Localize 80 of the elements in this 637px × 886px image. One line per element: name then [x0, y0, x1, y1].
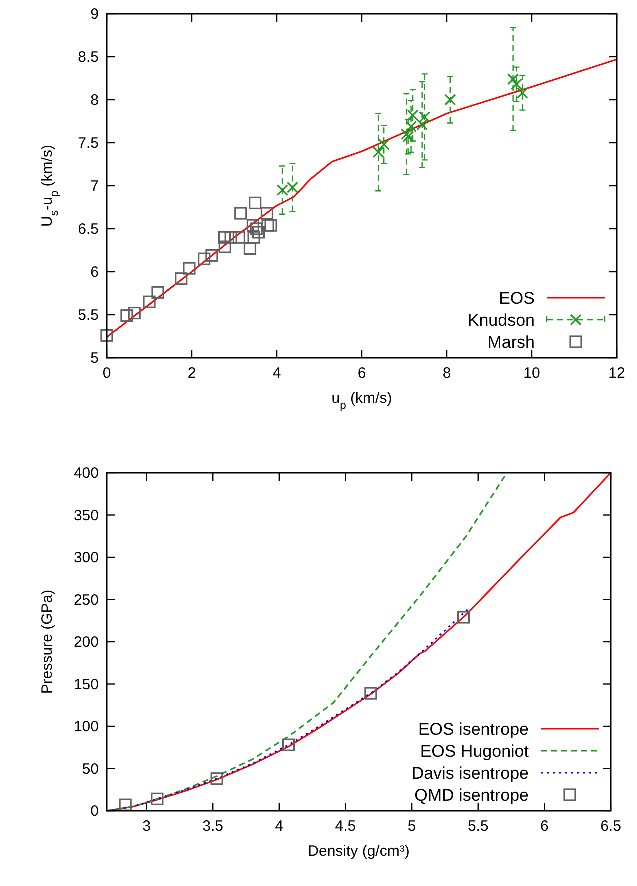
point	[249, 196, 262, 210]
point	[364, 687, 378, 700]
x-tick-label: 6	[358, 365, 366, 382]
x-tick-label: 5	[408, 818, 416, 835]
point	[218, 231, 232, 244]
x-tick-label: 5.5	[468, 818, 489, 835]
x-tick-label: 3.5	[202, 818, 224, 835]
y-tick-label: 8	[90, 92, 99, 109]
point	[378, 138, 390, 151]
y-tick-label: 250	[74, 592, 99, 609]
y-tick-label: 9	[90, 6, 99, 23]
point	[152, 286, 164, 299]
line-series	[106, 472, 612, 812]
point	[224, 231, 238, 244]
x-tick-label: 4	[272, 365, 282, 382]
point	[244, 242, 257, 256]
point	[128, 306, 141, 320]
point	[100, 329, 114, 342]
x-tick-label: 6	[540, 818, 549, 835]
point	[246, 219, 260, 232]
x-axis-title: u$_{p}$ (km/s)	[332, 390, 392, 412]
point	[218, 240, 232, 254]
point	[248, 231, 260, 244]
x-tick-label: 4.5	[335, 818, 356, 835]
y-tick-label: 100	[74, 718, 99, 736]
legend-label: Knudson	[468, 311, 535, 330]
point	[175, 272, 188, 286]
y-tick-label: 200	[74, 634, 99, 651]
point	[119, 798, 132, 812]
point	[400, 128, 412, 140]
point	[510, 78, 522, 90]
x-tick-label: 3	[142, 818, 151, 835]
point	[402, 131, 414, 143]
x-tick-label: 2	[188, 365, 196, 382]
point	[252, 226, 266, 239]
y-tick-label: 7.5	[78, 135, 99, 152]
point	[372, 146, 384, 158]
point	[183, 262, 196, 275]
y-tick-label: 8.5	[78, 49, 99, 66]
x-tick-label: 4	[275, 818, 284, 835]
point	[234, 207, 248, 220]
point	[250, 222, 263, 236]
x-tick-label: 6.5	[600, 818, 622, 835]
point	[143, 296, 156, 308]
x-tick-label: 0	[102, 365, 112, 382]
x-tick-label: 10	[524, 365, 540, 382]
y-tick-label: 7	[90, 178, 99, 195]
point	[210, 772, 224, 786]
y-tick-label: 150	[74, 676, 99, 694]
y-tick-label: 6	[90, 264, 99, 281]
point	[120, 310, 134, 322]
point	[206, 249, 218, 262]
point	[264, 219, 278, 232]
point	[151, 792, 164, 806]
point	[508, 74, 520, 86]
point	[232, 231, 246, 244]
y-tick-label: 50	[82, 760, 99, 778]
y-tick-label: 400	[74, 465, 99, 482]
y-axis-title: Pressure (GPa)	[39, 590, 56, 694]
legend-label: EOS	[499, 289, 535, 308]
x-tick-label: 8	[442, 365, 452, 382]
point	[198, 252, 211, 266]
y-tick-label: 300	[74, 550, 99, 566]
point	[457, 611, 470, 624]
point	[516, 87, 528, 99]
y-tick-label: 5	[90, 350, 99, 367]
point	[282, 738, 296, 752]
point	[260, 207, 274, 220]
x-tick-label: 12	[608, 365, 626, 382]
legend-label: Davis isentrope	[412, 764, 529, 783]
y-tick-label: 0	[90, 803, 99, 820]
legend-label: EOS Hugoniot	[420, 742, 530, 761]
legend-label: QMD isentrope	[414, 786, 529, 805]
y-tick-label: 350	[74, 507, 99, 524]
legend-label: Marsh	[488, 333, 535, 352]
x-axis-title: Density (g/cm³)	[308, 843, 410, 860]
point	[444, 94, 456, 106]
y-tick-label: 5.5	[78, 307, 99, 324]
y-tick-label: 6.5	[78, 221, 99, 238]
legend-label: EOS isentrope	[418, 720, 529, 739]
